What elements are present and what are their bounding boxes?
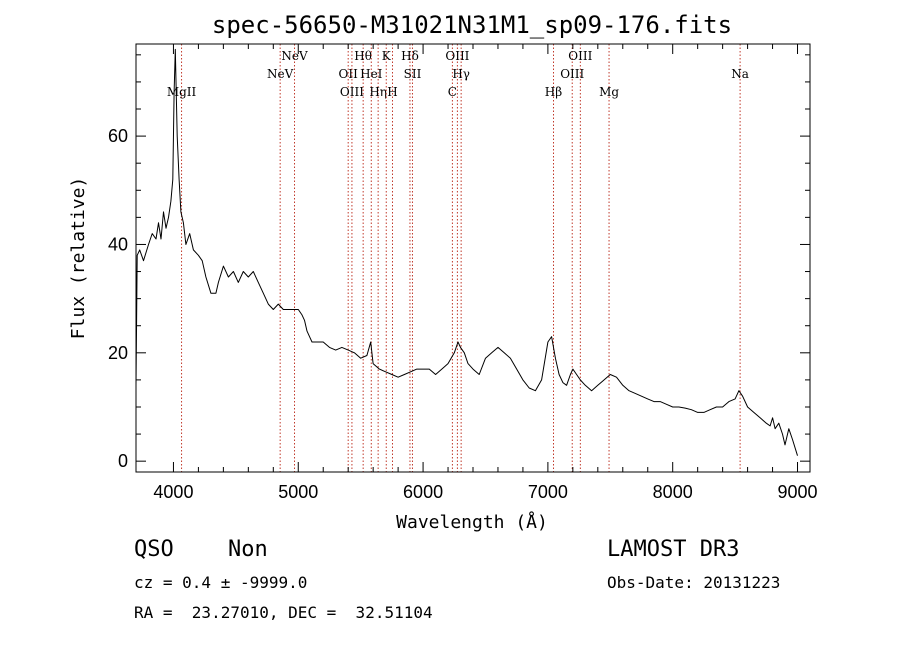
x-tick-label-3: 7000 <box>528 482 568 502</box>
emission-line-label-7: Hη <box>369 85 387 99</box>
redshift-cz: cz = 0.4 ± -9999.0 <box>134 573 308 592</box>
x-tick-label-1: 5000 <box>278 482 318 502</box>
emission-line-label-18: Mg <box>599 85 619 99</box>
plot-frame <box>135 43 811 473</box>
x-tick-label-4: 8000 <box>653 482 693 502</box>
emission-line-label-6: HeI <box>360 67 383 81</box>
emission-line-label-9: H <box>387 85 397 99</box>
emission-line-label-12: C <box>448 85 457 99</box>
emission-line-label-8: K <box>382 49 392 63</box>
emission-line-label-3: OII <box>339 67 359 81</box>
y-tick-label-0: 0 <box>118 451 128 471</box>
emission-line-markers: MgII NeV NeV OII OIII Hθ HeI Hη K H Hδ SII C OIII Hγ Hβ… <box>167 44 749 472</box>
emission-line-label-5: Hθ <box>354 49 372 63</box>
emission-line-label-17: OIII <box>568 49 592 63</box>
x-tick-label-2: 6000 <box>403 482 443 502</box>
survey-name: LAMOST DR3 <box>607 537 740 562</box>
chart-title: spec-56650-M31021N31M1_sp09-176.fits <box>212 11 732 39</box>
emission-line-label-10: Hδ <box>401 49 419 63</box>
x-tick-label-0: 4000 <box>153 482 193 502</box>
ra-dec: RA = 23.27010, DEC = 32.51104 <box>134 603 433 622</box>
emission-line-label-11: SII <box>404 67 422 81</box>
emission-line-label-2: NeV <box>281 49 308 63</box>
emission-line-label-4: OIII <box>340 85 364 99</box>
emission-line-label-15: Hβ <box>545 85 562 99</box>
y-tick-label-2: 40 <box>108 234 128 254</box>
y-tick-label-1: 20 <box>108 343 128 363</box>
x-tick-label-5: 9000 <box>777 482 817 502</box>
spectrum-series <box>135 48 798 456</box>
emission-line-label-14: Hγ <box>452 67 470 81</box>
axis-ticks: 4000 5000 6000 7000 8000 9000 0 20 40 60 <box>108 44 818 502</box>
emission-line-label-19: Na <box>731 67 749 81</box>
object-class: QSO <box>134 537 174 562</box>
emission-line-label-16: OIII <box>560 67 584 81</box>
y-tick-label-3: 60 <box>108 126 128 146</box>
emission-line-label-13: OIII <box>445 49 469 63</box>
series-line-0 <box>135 48 798 456</box>
emission-line-label-0: MgII <box>167 85 197 99</box>
x-axis-label: Wavelength (Å) <box>396 511 548 533</box>
obs-date: Obs-Date: 20131223 <box>607 573 781 592</box>
emission-line-label-1: NeV <box>267 67 294 81</box>
y-axis-label: Flux (relative) <box>68 177 89 340</box>
object-subclass: Non <box>228 537 268 562</box>
